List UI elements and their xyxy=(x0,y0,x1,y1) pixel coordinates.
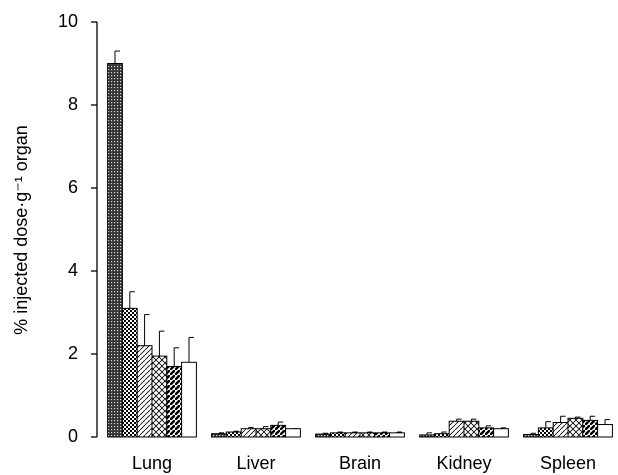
bar xyxy=(121,307,138,438)
bar xyxy=(285,428,301,438)
bar xyxy=(315,433,331,438)
y-tick-label: 2 xyxy=(68,343,78,363)
y-tick-label: 4 xyxy=(68,260,78,280)
x-tick-label: Brain xyxy=(339,453,381,473)
y-tick-label: 10 xyxy=(58,11,78,31)
bar xyxy=(389,432,405,438)
bar xyxy=(433,433,450,438)
bar xyxy=(240,428,257,438)
bar xyxy=(344,432,361,438)
y-tick-label: 0 xyxy=(68,426,78,446)
y-tick-label: 6 xyxy=(68,177,78,197)
bar xyxy=(567,417,584,438)
x-tick-label: Lung xyxy=(132,453,172,473)
bar xyxy=(329,432,346,438)
bar xyxy=(552,421,569,438)
bar xyxy=(419,434,435,438)
bar xyxy=(478,427,495,438)
bar xyxy=(448,420,465,438)
bar xyxy=(136,345,153,438)
bar xyxy=(255,428,272,438)
bar xyxy=(582,419,599,438)
bar xyxy=(463,420,480,438)
bar xyxy=(493,428,509,438)
x-tick-label: Spleen xyxy=(540,453,596,473)
bar xyxy=(537,427,554,438)
y-tick-label: 8 xyxy=(68,94,78,114)
x-tick-label: Liver xyxy=(236,453,275,473)
bar xyxy=(523,434,539,438)
bar xyxy=(270,424,287,438)
bar xyxy=(359,432,376,438)
bar xyxy=(374,432,391,438)
bar xyxy=(597,424,613,438)
bar xyxy=(151,355,168,438)
bar xyxy=(225,431,242,438)
bar xyxy=(211,433,227,438)
x-tick-label: Kidney xyxy=(436,453,491,473)
bar xyxy=(107,63,123,438)
y-axis-label: % injected dose·g⁻¹ organ xyxy=(11,125,31,335)
bar xyxy=(181,361,197,438)
bar xyxy=(166,365,183,438)
